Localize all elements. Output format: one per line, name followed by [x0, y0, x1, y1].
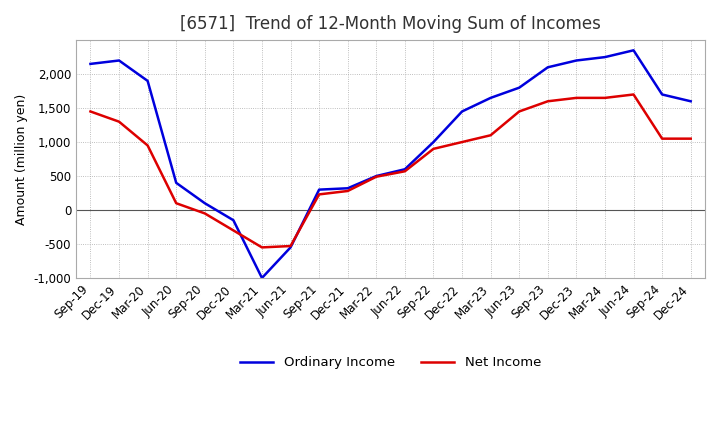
- Net Income: [686, 136, 695, 141]
- Ordinary Income: [372, 173, 381, 179]
- Ordinary Income: [544, 65, 552, 70]
- Net Income: [372, 174, 381, 180]
- Ordinary Income: [429, 139, 438, 145]
- Ordinary Income: [114, 58, 123, 63]
- Net Income: [229, 228, 238, 233]
- Ordinary Income: [229, 217, 238, 223]
- Net Income: [143, 143, 152, 148]
- Ordinary Income: [572, 58, 581, 63]
- Ordinary Income: [86, 61, 95, 66]
- Net Income: [572, 95, 581, 100]
- Ordinary Income: [287, 245, 295, 250]
- Line: Ordinary Income: Ordinary Income: [91, 50, 690, 278]
- Ordinary Income: [172, 180, 181, 186]
- Net Income: [429, 146, 438, 151]
- Ordinary Income: [400, 167, 409, 172]
- Net Income: [200, 211, 209, 216]
- Ordinary Income: [143, 78, 152, 84]
- Net Income: [86, 109, 95, 114]
- Ordinary Income: [600, 55, 609, 60]
- Net Income: [600, 95, 609, 100]
- Ordinary Income: [686, 99, 695, 104]
- Y-axis label: Amount (million yen): Amount (million yen): [15, 93, 28, 225]
- Title: [6571]  Trend of 12-Month Moving Sum of Incomes: [6571] Trend of 12-Month Moving Sum of I…: [180, 15, 601, 33]
- Net Income: [658, 136, 667, 141]
- Ordinary Income: [343, 186, 352, 191]
- Net Income: [458, 139, 467, 145]
- Net Income: [515, 109, 523, 114]
- Net Income: [343, 188, 352, 194]
- Ordinary Income: [658, 92, 667, 97]
- Ordinary Income: [458, 109, 467, 114]
- Net Income: [172, 201, 181, 206]
- Legend: Ordinary Income, Net Income: Ordinary Income, Net Income: [235, 351, 546, 375]
- Net Income: [486, 132, 495, 138]
- Ordinary Income: [629, 48, 638, 53]
- Net Income: [114, 119, 123, 125]
- Ordinary Income: [486, 95, 495, 100]
- Ordinary Income: [258, 275, 266, 281]
- Ordinary Income: [515, 85, 523, 90]
- Ordinary Income: [200, 201, 209, 206]
- Line: Net Income: Net Income: [91, 95, 690, 247]
- Net Income: [258, 245, 266, 250]
- Net Income: [400, 169, 409, 174]
- Net Income: [287, 243, 295, 249]
- Net Income: [629, 92, 638, 97]
- Net Income: [315, 192, 323, 197]
- Net Income: [544, 99, 552, 104]
- Ordinary Income: [315, 187, 323, 192]
